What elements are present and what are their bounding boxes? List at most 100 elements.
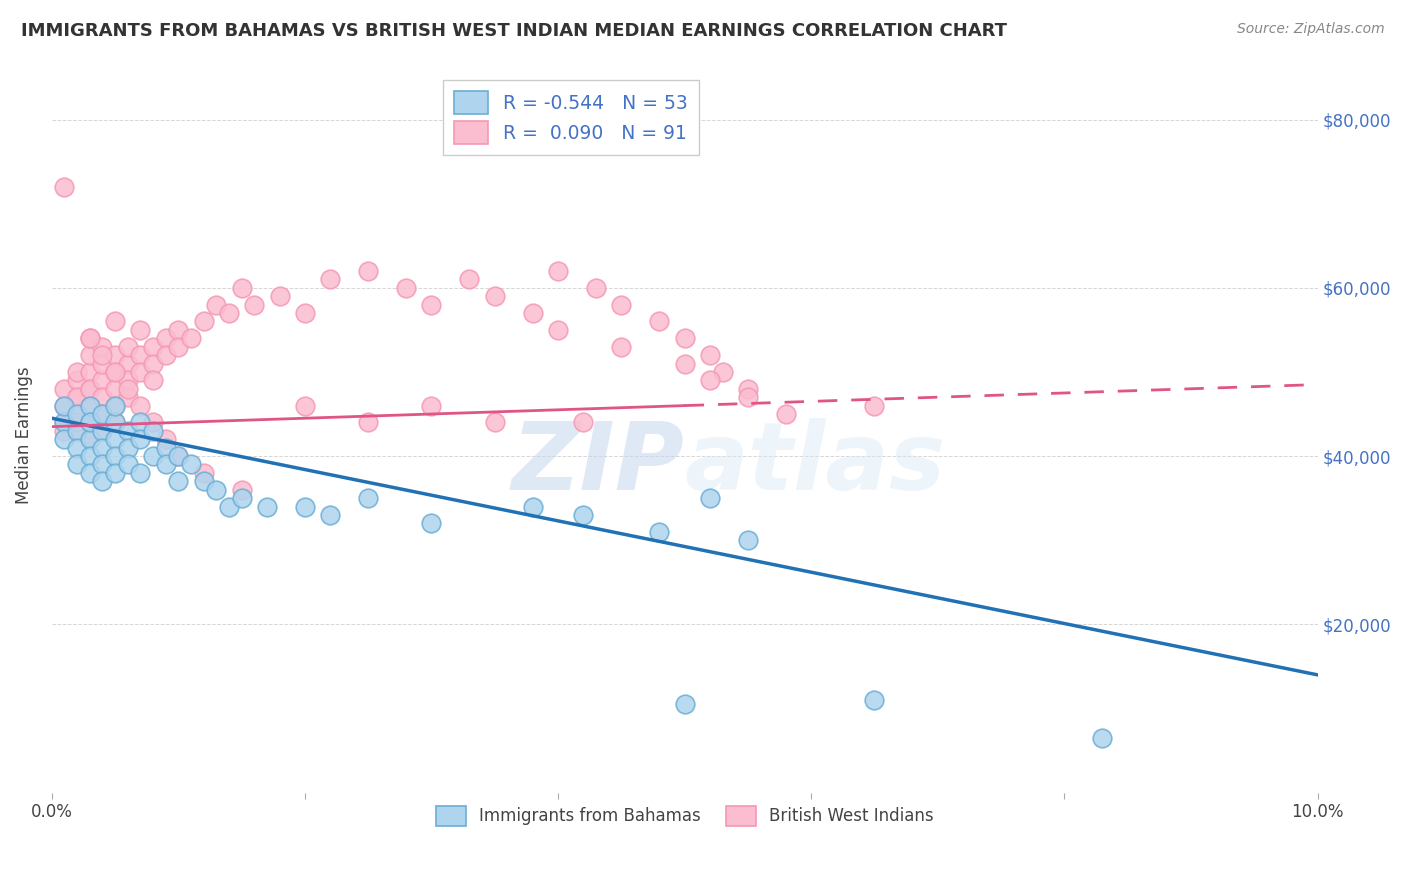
Point xyxy=(117,340,139,354)
Text: ZIP: ZIP xyxy=(512,417,685,509)
Point xyxy=(79,348,101,362)
Point xyxy=(117,441,139,455)
Point xyxy=(53,424,76,438)
Point xyxy=(572,508,595,522)
Point xyxy=(104,449,127,463)
Point xyxy=(699,373,721,387)
Point xyxy=(117,382,139,396)
Text: IMMIGRANTS FROM BAHAMAS VS BRITISH WEST INDIAN MEDIAN EARNINGS CORRELATION CHART: IMMIGRANTS FROM BAHAMAS VS BRITISH WEST … xyxy=(21,22,1007,40)
Point xyxy=(155,331,177,345)
Point xyxy=(484,416,506,430)
Point xyxy=(673,331,696,345)
Point xyxy=(737,382,759,396)
Point xyxy=(167,449,190,463)
Point xyxy=(104,399,127,413)
Point xyxy=(218,500,240,514)
Point xyxy=(91,357,114,371)
Point xyxy=(79,432,101,446)
Point xyxy=(484,289,506,303)
Point xyxy=(79,416,101,430)
Point xyxy=(180,331,202,345)
Point xyxy=(66,458,89,472)
Point xyxy=(155,458,177,472)
Point xyxy=(91,407,114,421)
Point xyxy=(420,399,443,413)
Point xyxy=(129,365,152,379)
Point xyxy=(610,340,633,354)
Point xyxy=(104,314,127,328)
Point xyxy=(572,416,595,430)
Point xyxy=(79,432,101,446)
Point xyxy=(458,272,481,286)
Point xyxy=(117,458,139,472)
Point xyxy=(522,306,544,320)
Point xyxy=(699,348,721,362)
Point xyxy=(294,306,316,320)
Point xyxy=(737,390,759,404)
Point xyxy=(142,373,165,387)
Point xyxy=(91,475,114,489)
Point xyxy=(66,424,89,438)
Point xyxy=(167,323,190,337)
Point xyxy=(737,533,759,548)
Point xyxy=(91,424,114,438)
Point xyxy=(610,298,633,312)
Point xyxy=(79,331,101,345)
Point xyxy=(648,314,671,328)
Point xyxy=(155,432,177,446)
Point xyxy=(863,693,886,707)
Point xyxy=(319,508,342,522)
Point xyxy=(53,416,76,430)
Point xyxy=(547,323,569,337)
Point xyxy=(775,407,797,421)
Point xyxy=(357,491,380,505)
Point xyxy=(53,416,76,430)
Point xyxy=(218,306,240,320)
Point xyxy=(79,416,101,430)
Point xyxy=(117,424,139,438)
Point xyxy=(129,416,152,430)
Point xyxy=(66,441,89,455)
Point xyxy=(104,416,127,430)
Point xyxy=(167,449,190,463)
Point xyxy=(117,390,139,404)
Point xyxy=(91,424,114,438)
Point xyxy=(243,298,266,312)
Point xyxy=(193,466,215,480)
Point xyxy=(648,524,671,539)
Point xyxy=(142,357,165,371)
Point xyxy=(53,179,76,194)
Point xyxy=(142,340,165,354)
Point xyxy=(357,264,380,278)
Point xyxy=(79,331,101,345)
Point xyxy=(294,399,316,413)
Point xyxy=(104,432,127,446)
Point xyxy=(357,416,380,430)
Point xyxy=(91,390,114,404)
Point xyxy=(104,365,127,379)
Point xyxy=(231,483,253,497)
Point xyxy=(129,432,152,446)
Point xyxy=(66,365,89,379)
Point xyxy=(53,382,76,396)
Point xyxy=(711,365,734,379)
Point xyxy=(319,272,342,286)
Point xyxy=(547,264,569,278)
Point xyxy=(142,424,165,438)
Point xyxy=(66,373,89,387)
Point xyxy=(420,516,443,531)
Point xyxy=(91,441,114,455)
Point xyxy=(673,698,696,712)
Point xyxy=(79,365,101,379)
Point xyxy=(673,357,696,371)
Point xyxy=(193,314,215,328)
Point xyxy=(91,373,114,387)
Point xyxy=(129,323,152,337)
Point xyxy=(91,348,114,362)
Point xyxy=(205,298,228,312)
Point xyxy=(395,281,418,295)
Point xyxy=(79,466,101,480)
Point xyxy=(91,407,114,421)
Point xyxy=(66,424,89,438)
Point xyxy=(180,458,202,472)
